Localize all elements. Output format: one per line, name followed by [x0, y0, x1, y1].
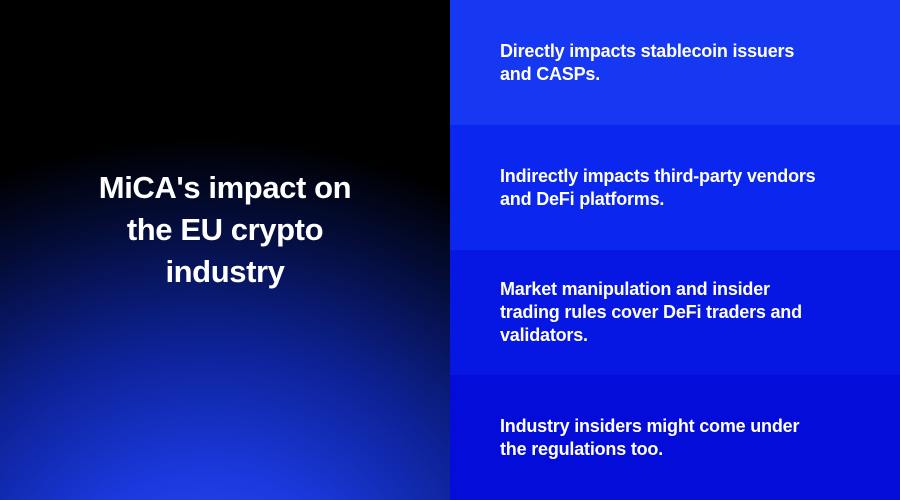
title-line: the EU crypto — [126, 212, 324, 247]
slide-title: MiCA's impact on the EU crypto industry — [98, 167, 352, 293]
info-row-text: Directly impacts stablecoin issuers and … — [500, 40, 794, 86]
info-text-line: and DeFi platforms. — [500, 188, 665, 209]
info-row-vendors-defi: Indirectly impacts third-party vendors a… — [450, 125, 900, 250]
info-row-stablecoin-casps: Directly impacts stablecoin issuers and … — [450, 0, 900, 125]
info-text-line: Market manipulation and insider — [500, 279, 770, 299]
info-row-text: Industry insiders might come under the r… — [500, 415, 799, 461]
info-row-industry-insiders: Industry insiders might come under the r… — [450, 375, 900, 500]
info-text-line: the regulations too. — [500, 438, 664, 459]
info-text-line: trading rules cover DeFi traders and — [500, 302, 802, 322]
info-row-text: Market manipulation and insider trading … — [500, 278, 802, 347]
info-text-line: Indirectly impacts third-party vendors — [500, 165, 816, 186]
info-text-line: validators. — [500, 325, 588, 345]
info-text-line: Directly impacts stablecoin issuers — [500, 40, 795, 61]
title-panel: MiCA's impact on the EU crypto industry — [0, 0, 450, 500]
info-text-line: and CASPs. — [500, 63, 601, 84]
title-line: industry — [165, 254, 285, 289]
info-row-market-manipulation: Market manipulation and insider trading … — [450, 250, 900, 375]
info-text-line: Industry insiders might come under — [500, 415, 800, 436]
title-line: MiCA's impact on — [98, 170, 352, 205]
info-row-text: Indirectly impacts third-party vendors a… — [500, 165, 816, 211]
info-panel: Directly impacts stablecoin issuers and … — [450, 0, 900, 500]
